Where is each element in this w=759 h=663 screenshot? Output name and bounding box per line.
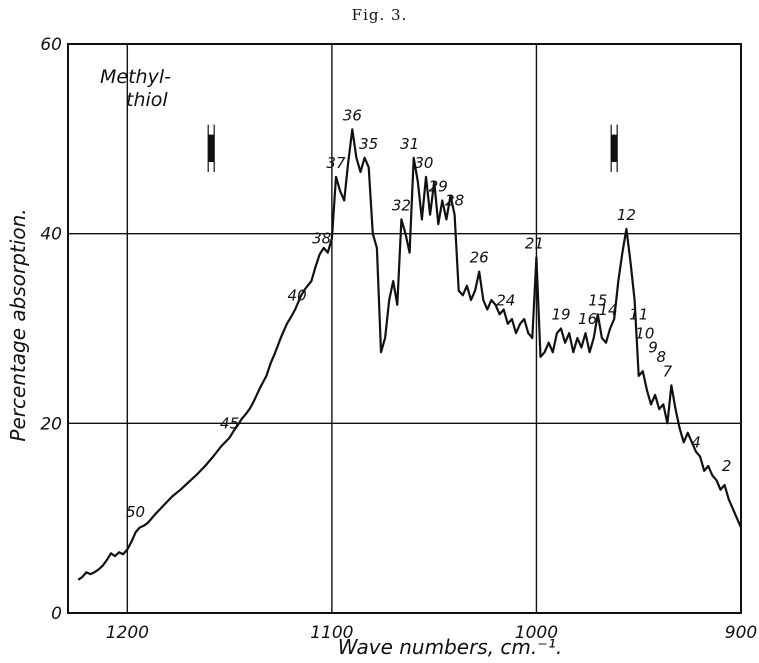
peak-label-35: 35 (359, 135, 378, 153)
y-tick-20: 20 (40, 414, 62, 434)
peak-label-11: 11 (629, 306, 648, 324)
peak-label-50: 50 (126, 503, 145, 521)
peak-label-36: 36 (343, 106, 362, 124)
peak-label-7: 7 (663, 362, 673, 380)
x-tick-labels: 1200 1100 1000 900 (106, 623, 758, 643)
peak-label-10: 10 (635, 324, 654, 342)
x-tick-1100: 1100 (310, 623, 353, 643)
peak-label-30: 30 (414, 154, 433, 172)
peak-label-24: 24 (496, 291, 515, 309)
y-tick-0: 0 (51, 604, 62, 624)
slit-mark-bar (611, 134, 618, 163)
peak-label-31: 31 (400, 135, 419, 153)
plot-frame (67, 43, 742, 614)
y-tick-labels: 0 20 40 60 (40, 35, 62, 624)
peak-label-2: 2 (722, 457, 732, 475)
y-tick-60: 60 (40, 35, 62, 55)
peak-label-9: 9 (648, 339, 658, 357)
absorption-curve (77, 128, 743, 581)
y-axis-label: Percentage absorption. (6, 208, 30, 441)
peak-label-29: 29 (429, 177, 448, 195)
peak-label-14: 14 (598, 301, 617, 319)
peak-label-16: 16 (578, 310, 597, 328)
peak-label-21: 21 (525, 234, 544, 252)
x-tick-1000: 1000 (515, 623, 558, 643)
x-tick-900: 900 (725, 623, 757, 643)
sample-label-line-1: Methyl- (100, 66, 171, 88)
figure-label: Fig. 3. (351, 6, 408, 24)
x-tick-1200: 1200 (106, 623, 149, 643)
resolution-marks (207, 124, 618, 173)
x-axis-label: Wave numbers, cm.⁻¹. (338, 635, 562, 659)
slit-width-mark-2 (610, 124, 618, 173)
peak-label-28: 28 (445, 192, 464, 210)
slit-mark-bar (208, 134, 215, 163)
slit-width-mark-1 (207, 124, 215, 173)
peak-label-19: 19 (551, 306, 570, 324)
peak-label-8: 8 (656, 348, 666, 366)
peak-label-40: 40 (288, 287, 307, 305)
peak-label-26: 26 (470, 249, 489, 267)
peak-label-45: 45 (220, 415, 239, 433)
peak-label-37: 37 (326, 154, 346, 172)
peak-label-4: 4 (691, 434, 701, 452)
peak-label-15: 15 (588, 291, 607, 309)
peak-label-12: 12 (617, 206, 636, 224)
sample-label-line-2: thiol (126, 89, 168, 111)
peak-label-38: 38 (312, 230, 331, 248)
y-tick-40: 40 (40, 225, 62, 245)
peak-label-32: 32 (392, 196, 411, 214)
